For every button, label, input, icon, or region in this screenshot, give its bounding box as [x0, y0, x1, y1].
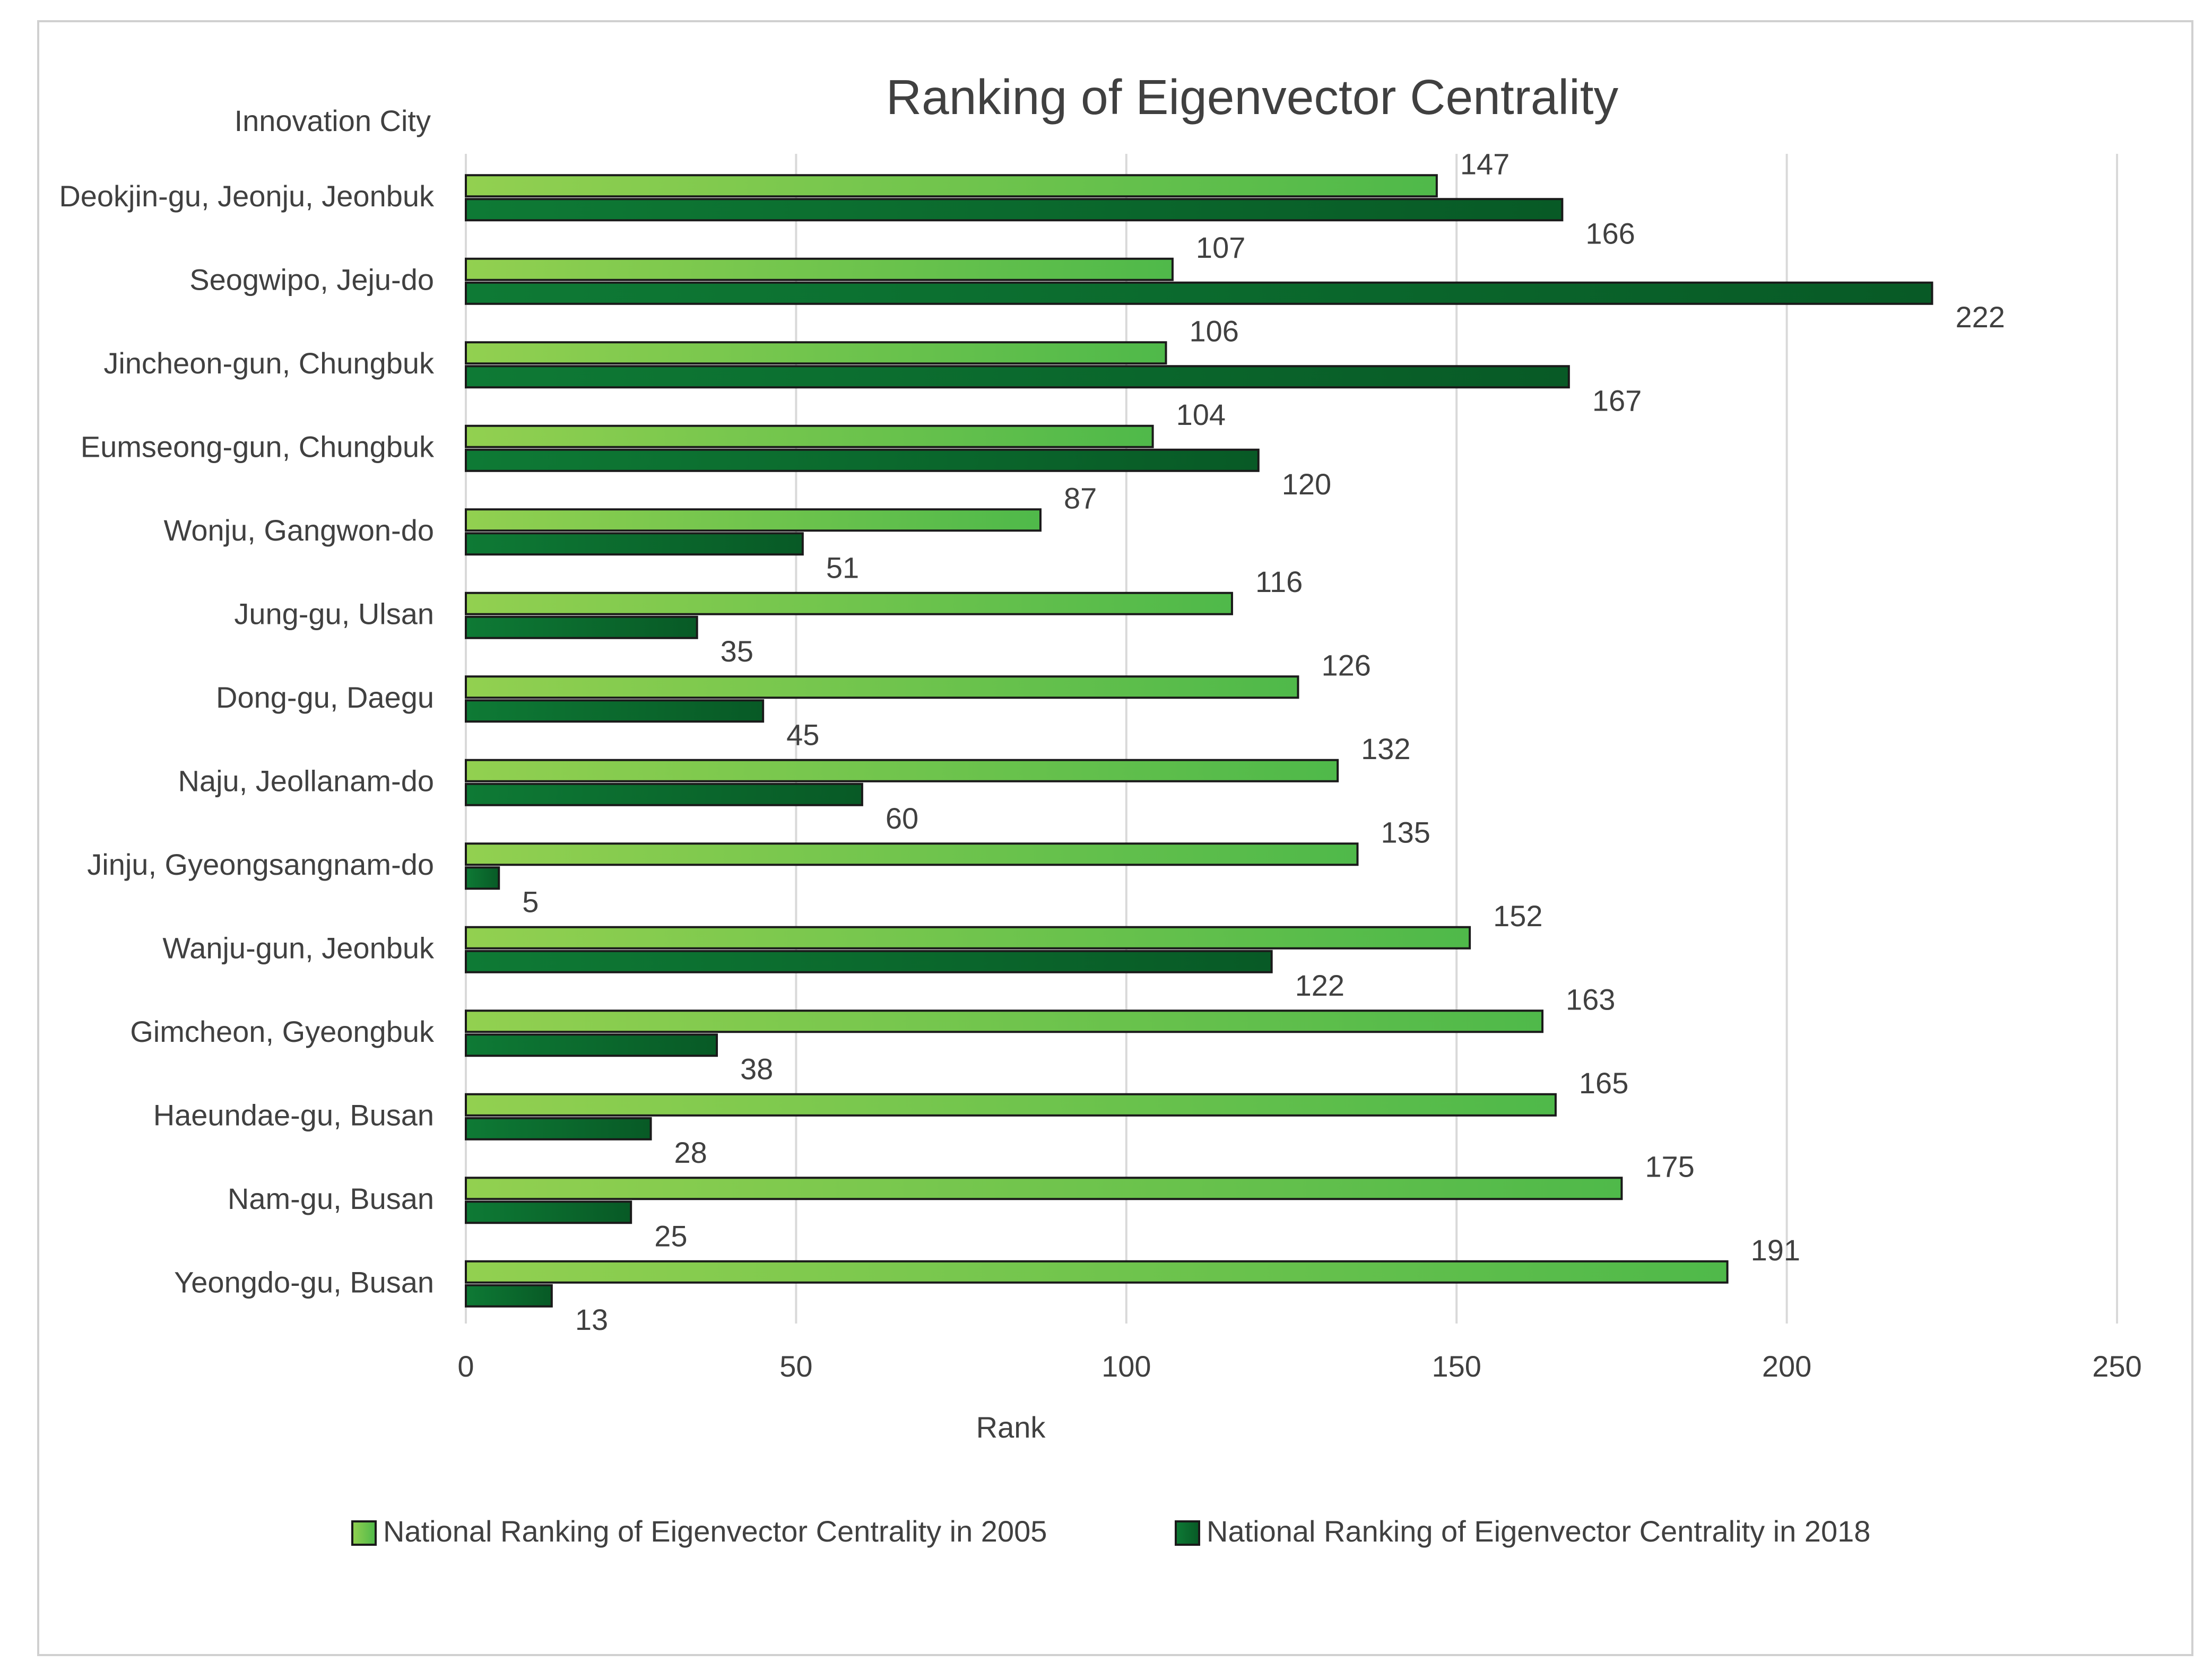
category-label: Jinju, Gyeongsangnam-do	[87, 848, 434, 881]
chart-title: Ranking of Eigenvector Centrality	[886, 69, 1619, 125]
data-label-2005: 116	[1255, 565, 1303, 598]
category-label: Jincheon-gun, Chungbuk	[103, 346, 435, 380]
data-label-2005: 106	[1189, 314, 1238, 347]
category-label: Gimcheon, Gyeongbuk	[130, 1015, 435, 1048]
bar-2005-6	[465, 591, 1233, 615]
x-tick-label: 100	[1101, 1350, 1151, 1383]
bar-2005-7	[465, 675, 1299, 699]
x-tick-label: 150	[1432, 1350, 1481, 1383]
x-tick-label: 250	[2092, 1350, 2141, 1383]
data-label-2005: 163	[1566, 982, 1615, 1016]
bar-2005-9	[465, 842, 1359, 866]
x-tick-label: 0	[457, 1350, 474, 1383]
category-label: Deokjin-gu, Jeonju, Jeonbuk	[59, 179, 435, 213]
category-label: Haeundae-gu, Busan	[153, 1098, 434, 1131]
data-label-2005: 126	[1321, 648, 1370, 682]
category-label: Jung-gu, Ulsan	[234, 597, 434, 630]
category-label: Naju, Jeollanam-do	[178, 764, 434, 797]
bar-2005-10	[465, 926, 1471, 950]
y-axis-title: Innovation City	[235, 104, 431, 137]
data-label-2005: 165	[1579, 1066, 1628, 1100]
category-label: Seogwipo, Jeju-do	[189, 263, 434, 296]
bar-2018-12	[465, 1117, 652, 1141]
data-label-2018: 25	[654, 1219, 687, 1252]
data-label-2005: 107	[1196, 231, 1245, 264]
data-label-2018: 122	[1295, 969, 1344, 1002]
data-label-2018: 35	[721, 634, 753, 668]
data-label-2018: 28	[674, 1136, 707, 1169]
labels: 0 50 100 150 200 250 Deokjin-gu, Jeonju, Jeonb…	[59, 147, 2141, 1383]
bar-2018-4	[465, 448, 1260, 472]
data-label-2005: 147	[1460, 147, 1510, 180]
bar-2005-14	[465, 1260, 1729, 1284]
category-label: Wanju-gun, Jeonbuk	[162, 931, 435, 964]
data-label-2005: 132	[1361, 732, 1410, 765]
data-label-2018: 13	[575, 1303, 608, 1336]
category-label: Dong-gu, Daegu	[216, 681, 434, 714]
x-tick-label: 50	[779, 1350, 812, 1383]
bar-2018-13	[465, 1200, 632, 1224]
data-label-2005: 175	[1645, 1150, 1694, 1183]
data-label-2005: 191	[1751, 1233, 1800, 1267]
x-axis-title: Rank	[976, 1411, 1046, 1444]
bar-2005-8	[465, 759, 1339, 782]
bar-2018-3	[465, 365, 1570, 389]
legend-swatch-2018	[1175, 1520, 1200, 1546]
bar-2005-11	[465, 1009, 1544, 1033]
bar-2018-2	[465, 281, 1933, 305]
bar-2005-12	[465, 1093, 1557, 1117]
legend-label-2005: National Ranking of Eigenvector Centrali…	[383, 1514, 1047, 1548]
data-label-2018: 60	[886, 802, 918, 835]
category-label: Yeongdo-gu, Busan	[174, 1265, 434, 1299]
bar-2018-10	[465, 950, 1273, 973]
category-label: Eumseong-gun, Chungbuk	[81, 430, 435, 463]
bar-2005-4	[465, 424, 1154, 448]
category-label: Wonju, Gangwon-do	[164, 513, 435, 547]
bar-2005-2	[465, 257, 1174, 281]
data-label-2018: 45	[786, 718, 819, 751]
bar-2018-6	[465, 615, 698, 639]
bar-2018-9	[465, 866, 500, 890]
data-label-2018: 167	[1592, 384, 1642, 417]
legend-label-2018: National Ranking of Eigenvector Centrali…	[1207, 1514, 1870, 1548]
data-label-2005: 135	[1381, 815, 1430, 849]
legend: National Ranking of Eigenvector Centrali…	[351, 1514, 1870, 1548]
bar-2018-14	[465, 1284, 553, 1308]
data-label-2018: 38	[740, 1052, 773, 1085]
bar-2005-3	[465, 341, 1167, 365]
bar-2005-5	[465, 508, 1042, 532]
bar-2005-13	[465, 1177, 1623, 1200]
category-label: Nam-gu, Busan	[228, 1182, 434, 1215]
data-label-2018: 166	[1585, 216, 1635, 250]
bar-2018-1	[465, 198, 1564, 222]
data-label-2005: 87	[1064, 481, 1097, 515]
bar-2018-8	[465, 782, 863, 806]
bar-2018-5	[465, 532, 804, 556]
bar-2018-7	[465, 699, 765, 723]
data-label-2018: 5	[522, 885, 539, 918]
bar-2005-1	[465, 174, 1438, 198]
data-label-2005: 152	[1493, 899, 1542, 933]
bar-2018-11	[465, 1033, 718, 1057]
legend-swatch-2005	[351, 1520, 377, 1546]
data-label-2018: 222	[1955, 300, 2005, 334]
x-tick-label: 200	[1762, 1350, 1811, 1383]
bars	[465, 174, 1933, 1308]
data-label-2018: 120	[1282, 467, 1331, 501]
data-label-2005: 104	[1176, 398, 1226, 431]
data-label-2018: 51	[826, 551, 859, 584]
